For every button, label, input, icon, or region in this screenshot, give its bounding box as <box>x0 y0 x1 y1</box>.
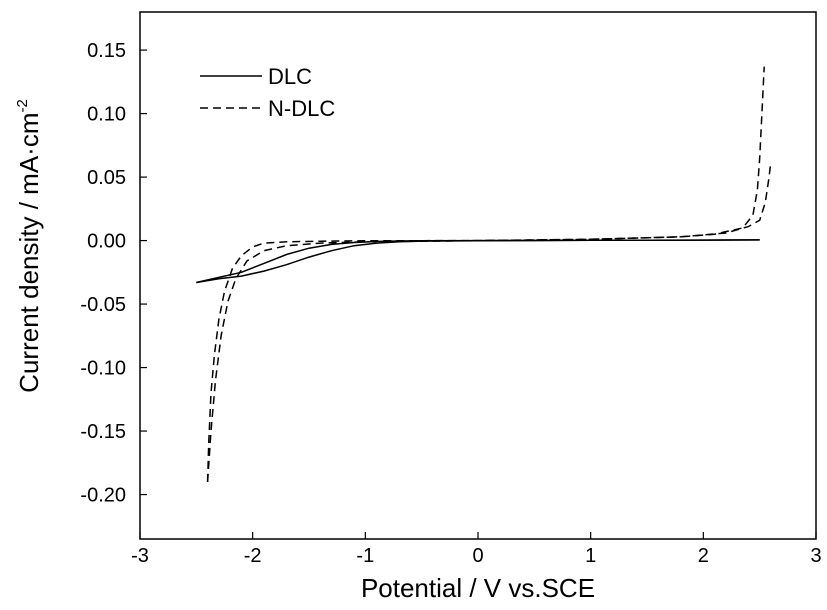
y-axis-title-superscript: -2 <box>14 99 31 112</box>
series-line-dlc <box>196 239 760 284</box>
legend-label-n-dlc: N-DLC <box>268 96 335 121</box>
x-tick-label: -1 <box>356 545 374 567</box>
ticks: -3 -2 -1 0 1 2 3 0.15 0.10 0.05 0.00 -0.05 -0.10 -0.1… <box>80 40 821 567</box>
x-tick-label: 1 <box>585 545 596 567</box>
x-tick-label: -2 <box>244 545 262 567</box>
series-line-n-dlc <box>206 161 772 482</box>
y-tick-label: -0.10 <box>80 358 126 380</box>
x-tick-label: 0 <box>472 545 483 567</box>
x-axis-title: Potential / V vs.SCE <box>361 573 595 603</box>
y-tick-label: 0.05 <box>87 167 126 189</box>
series-group <box>196 66 772 482</box>
legend-label-dlc: DLC <box>268 64 312 89</box>
y-axis-title: Current density / mA·cm-2 <box>14 99 44 393</box>
y-tick-label: -0.15 <box>80 421 126 443</box>
series-line-n-dlc <box>206 66 765 482</box>
y-tick-label: -0.05 <box>80 294 126 316</box>
y-tick-label: 0.00 <box>87 231 126 253</box>
legend: DLC N-DLC <box>200 64 335 121</box>
x-tick-label: -3 <box>131 545 149 567</box>
x-tick-label: 2 <box>698 545 709 567</box>
y-tick-label: -0.20 <box>80 485 126 507</box>
x-tick-label: 3 <box>810 545 821 567</box>
y-axis-title-main: Current density / mA·cm <box>14 113 44 393</box>
y-tick-label: 0.10 <box>87 104 126 126</box>
y-tick-label: 0.15 <box>87 40 126 62</box>
